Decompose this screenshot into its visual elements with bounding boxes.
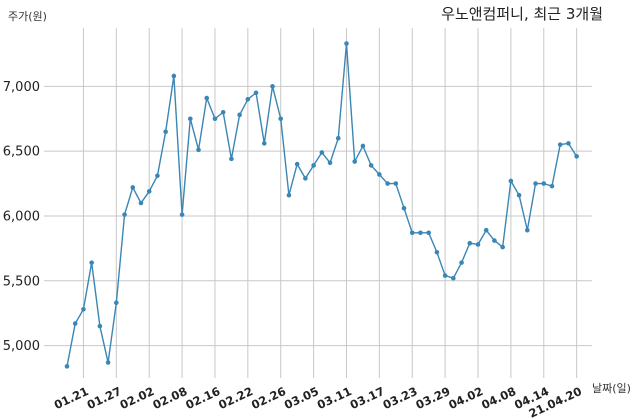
price-point [179, 212, 185, 217]
price-point [303, 176, 308, 181]
price-series-line [66, 43, 578, 367]
price-point [229, 156, 234, 162]
price-point [549, 183, 555, 189]
x-tick-label: 01.27 [85, 384, 124, 412]
price-point [138, 200, 144, 206]
x-tick-label: 03.11 [315, 384, 354, 412]
y-tick-label: 6,000 [3, 209, 40, 224]
price-point [294, 161, 300, 167]
x-tick-label: 03.29 [413, 384, 452, 412]
price-point [525, 227, 530, 233]
price-point [352, 159, 358, 164]
x-tick-label: 02.22 [216, 384, 255, 412]
price-point [335, 135, 341, 141]
price-point [122, 212, 127, 217]
price-point [475, 242, 481, 247]
price-point [270, 84, 275, 89]
price-point [426, 230, 431, 236]
y-tick-label: 5,500 [3, 274, 40, 289]
price-point [360, 143, 366, 149]
price-point [286, 192, 292, 198]
price-point [566, 141, 571, 146]
price-point [327, 160, 333, 166]
x-tick-label: 03.05 [282, 384, 321, 412]
price-point [533, 181, 538, 186]
price-point [155, 173, 160, 179]
price-point [377, 172, 382, 177]
price-point [89, 260, 94, 265]
price-point [418, 230, 423, 236]
y-tick-label: 5,000 [3, 339, 40, 354]
price-point [114, 300, 119, 306]
price-point [500, 244, 505, 250]
x-tick-label: 03.23 [381, 384, 420, 412]
price-point [278, 116, 284, 122]
price-point [557, 142, 563, 147]
price-point [401, 205, 407, 211]
x-tick-label: 02.26 [249, 384, 288, 412]
y-tick-label: 6,500 [3, 145, 40, 160]
price-point [368, 163, 374, 168]
price-point [459, 260, 464, 265]
price-point [237, 112, 242, 118]
x-tick-label: 02.02 [118, 384, 157, 412]
price-point [508, 178, 514, 184]
price-point [311, 163, 316, 168]
price-point [130, 185, 136, 190]
price-point [492, 238, 497, 243]
price-point [171, 73, 177, 79]
price-point [245, 97, 251, 102]
price-point [196, 147, 201, 153]
x-tick-label: 02.08 [150, 384, 189, 412]
y-tick-label: 7,000 [3, 80, 40, 95]
price-point [319, 150, 325, 155]
price-point [72, 321, 78, 326]
price-point [541, 181, 547, 186]
price-point [516, 192, 522, 198]
price-point [146, 189, 152, 194]
price-point [483, 227, 489, 233]
x-tick-label: 04.08 [479, 384, 518, 412]
price-point [253, 90, 259, 96]
price-point [204, 95, 210, 101]
price-point [97, 323, 103, 329]
price-point [344, 41, 349, 46]
price-point [64, 364, 70, 369]
price-point [393, 181, 399, 186]
price-point [574, 154, 579, 159]
x-axis-label: 날짜(일) [592, 381, 631, 395]
grid-lines [44, 28, 592, 378]
price-point [467, 240, 473, 246]
x-tick-label: 02.16 [183, 384, 222, 412]
price-point [385, 181, 390, 186]
price-point [434, 249, 440, 255]
chart-title: 우노앤컴퍼니, 최근 3개월 [441, 5, 603, 23]
price-point [451, 275, 456, 281]
y-axis-ticks: 5,000 5,500 6,000 6,500 7,000 [3, 80, 40, 354]
x-tick-label: 03.17 [348, 384, 387, 412]
price-point [188, 116, 193, 122]
price-point [442, 273, 448, 278]
y-axis-label: 주가(원) [8, 10, 47, 23]
x-tick-label: 01.21 [52, 384, 91, 412]
x-axis-ticks: 01.2101.2702.0202.0802.1602.2202.2603.05… [52, 384, 584, 419]
price-point [220, 109, 226, 115]
price-point [212, 116, 218, 122]
x-tick-label: 04.02 [446, 384, 485, 412]
price-point [261, 141, 267, 146]
price-point [105, 360, 111, 365]
price-point [163, 129, 168, 134]
price-points [64, 41, 579, 369]
price-point [81, 307, 86, 312]
price-point [409, 230, 415, 236]
